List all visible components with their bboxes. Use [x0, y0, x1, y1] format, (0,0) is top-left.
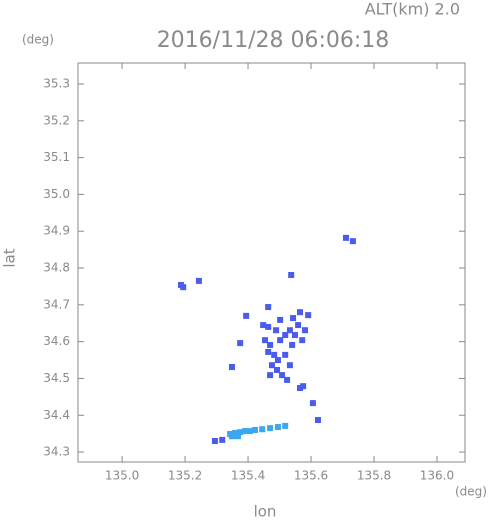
echo-point	[242, 428, 249, 435]
echo-point	[211, 438, 218, 445]
echo-point	[268, 362, 275, 369]
y-tick-label: 35.3	[43, 76, 70, 90]
echo-point	[274, 357, 281, 364]
y-tick-label: 34.8	[43, 261, 70, 275]
echo-point	[265, 323, 272, 330]
echo-point	[277, 337, 284, 344]
echo-point	[265, 348, 272, 355]
echo-point	[291, 332, 298, 339]
echo-point	[286, 362, 293, 369]
y-tick-label: 34.5	[43, 371, 70, 385]
echo-point	[296, 309, 303, 316]
y-tick-label: 35.1	[43, 150, 70, 164]
echo-point	[228, 433, 235, 440]
echo-point	[314, 417, 321, 424]
echo-point	[251, 426, 258, 433]
echo-point	[279, 372, 286, 379]
x-axis-label: lon	[254, 503, 277, 521]
echo-point	[267, 372, 274, 379]
echo-point	[260, 322, 267, 329]
echo-point	[282, 351, 289, 358]
echo-point	[282, 332, 289, 339]
echo-point	[273, 327, 280, 334]
x-tick-label: 136.0	[420, 469, 454, 483]
y-tick-label: 35.0	[43, 187, 70, 201]
x-tick-label: 135.0	[105, 469, 139, 483]
y-tick-label: 34.4	[43, 408, 70, 422]
x-tick-label: 135.2	[168, 469, 202, 483]
echo-point	[234, 433, 241, 440]
x-tick-label: 135.4	[231, 469, 265, 483]
echo-point	[300, 383, 307, 390]
echo-point	[274, 366, 281, 373]
echo-point	[274, 424, 281, 431]
echo-point	[243, 312, 250, 319]
y-tick-label: 34.9	[43, 224, 70, 238]
echo-point	[289, 341, 296, 348]
echo-point	[228, 364, 235, 371]
echo-point	[267, 341, 274, 348]
echo-point	[219, 436, 226, 443]
y-tick-label: 34.3	[43, 445, 70, 459]
echo-point	[342, 234, 349, 241]
x-tick-label: 135.8	[357, 469, 391, 483]
y-unit: (deg)	[22, 33, 54, 47]
echo-point	[262, 337, 269, 344]
y-tick-label: 35.2	[43, 113, 70, 127]
echo-point	[237, 340, 244, 347]
altitude-label: ALT(km) 2.0	[365, 0, 460, 19]
echo-point	[195, 277, 202, 284]
echo-point	[271, 351, 278, 358]
echo-point	[232, 429, 239, 436]
echo-point	[296, 385, 303, 392]
echo-point	[290, 315, 297, 322]
y-tick-label: 34.6	[43, 334, 70, 348]
echo-point	[286, 327, 293, 334]
echo-point	[349, 238, 356, 245]
y-axis-label: lat	[1, 248, 19, 267]
echo-point	[299, 337, 306, 344]
x-tick-label: 135.6	[294, 469, 328, 483]
echo-point	[282, 422, 289, 429]
y-tick-label: 34.7	[43, 297, 70, 311]
echo-point	[302, 327, 309, 334]
echo-point	[267, 425, 274, 432]
plot-frame	[77, 62, 466, 463]
echo-point	[246, 428, 253, 435]
echo-point	[265, 304, 272, 311]
echo-point	[288, 272, 295, 279]
chart-title: 2016/11/28 06:06:18	[157, 28, 390, 53]
echo-point	[277, 316, 284, 323]
echo-point	[180, 284, 187, 291]
echo-point	[284, 376, 291, 383]
echo-point	[259, 426, 266, 433]
echo-point	[309, 400, 316, 407]
x-unit: (deg)	[455, 485, 487, 499]
echo-point	[295, 322, 302, 329]
echo-point	[305, 312, 312, 319]
echo-point	[237, 429, 244, 436]
